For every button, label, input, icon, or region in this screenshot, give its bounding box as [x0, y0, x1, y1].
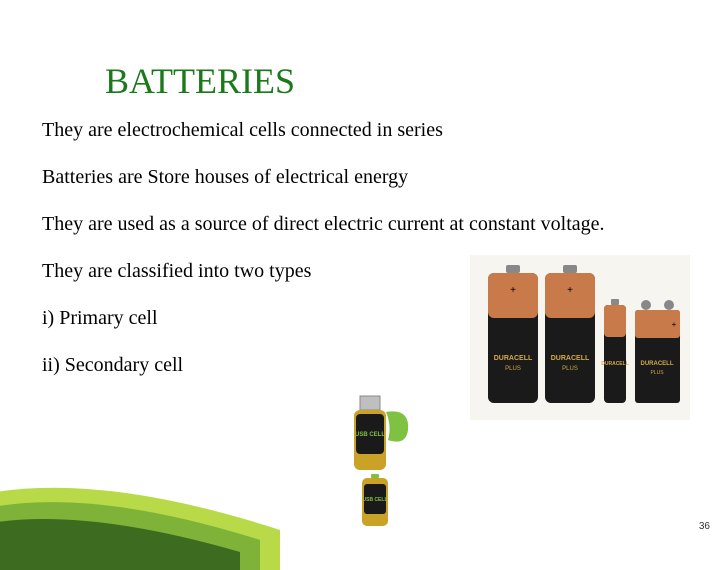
- svg-text:+: +: [567, 285, 573, 296]
- svg-text:PLUS: PLUS: [650, 370, 664, 376]
- svg-text:USB CELL: USB CELL: [355, 432, 385, 438]
- page-title: BATTERIES: [105, 60, 295, 102]
- slide-swoosh-decoration: [0, 460, 280, 570]
- paragraph-2: Batteries are Store houses of electrical…: [42, 165, 667, 190]
- svg-text:USB CELL: USB CELL: [363, 497, 388, 503]
- usb-battery-image: USB CELL USB CELL: [330, 390, 430, 530]
- svg-text:PLUS: PLUS: [562, 366, 578, 372]
- svg-text:+: +: [672, 320, 677, 329]
- page-number: 36: [699, 521, 710, 532]
- svg-text:DURACELL: DURACELL: [601, 361, 629, 367]
- paragraph-1: They are electrochemical cells connected…: [42, 118, 667, 143]
- paragraph-3: They are used as a source of direct elec…: [42, 212, 667, 237]
- batteries-image: + DURACELL PLUS + DURACELL PLUS DURACELL…: [470, 255, 690, 420]
- svg-text:DURACELL: DURACELL: [494, 355, 533, 362]
- svg-text:PLUS: PLUS: [505, 366, 521, 372]
- svg-text:DURACELL: DURACELL: [641, 361, 674, 367]
- svg-text:DURACELL: DURACELL: [551, 355, 590, 362]
- svg-text:+: +: [510, 285, 516, 296]
